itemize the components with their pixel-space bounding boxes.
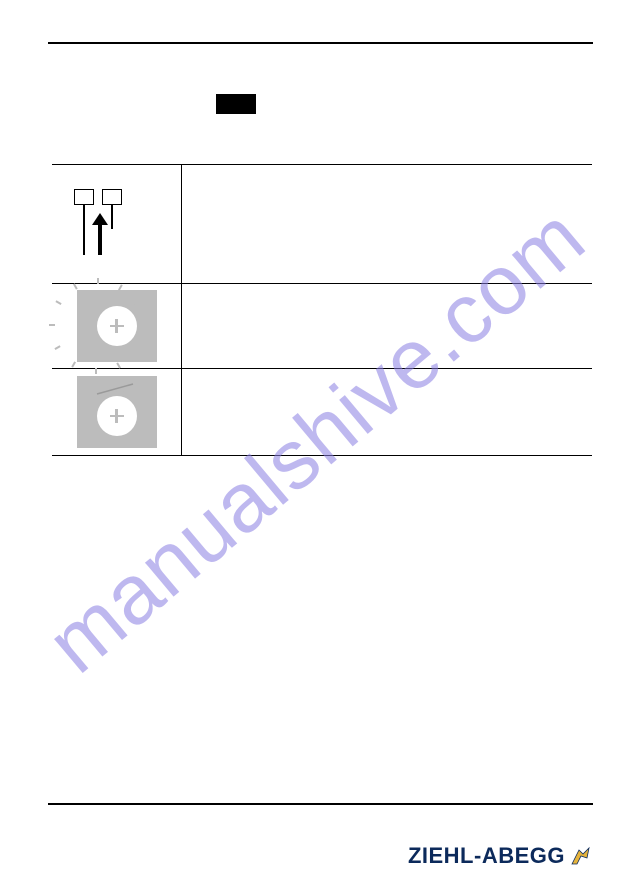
logo-text: ZIEHL-ABEGG [408, 843, 565, 869]
logo-bird-icon [569, 844, 593, 868]
description-cell [182, 369, 592, 455]
table-row [52, 283, 592, 368]
brightness-plus-icon [77, 290, 157, 362]
section-marker [216, 94, 256, 114]
table-row [52, 165, 592, 283]
diagram-arrow-up-icon [52, 165, 181, 283]
footer-logo: ZIEHL-ABEGG [408, 843, 593, 869]
description-cell [182, 165, 592, 283]
icon-cell [52, 165, 182, 283]
top-rule [48, 42, 593, 44]
icon-cell [52, 369, 182, 455]
icon-table [52, 164, 592, 456]
icon-cell [52, 284, 182, 368]
table-row [52, 368, 592, 455]
description-cell [182, 284, 592, 368]
dial-plus-flap-icon [77, 376, 157, 448]
bottom-rule [48, 803, 593, 805]
